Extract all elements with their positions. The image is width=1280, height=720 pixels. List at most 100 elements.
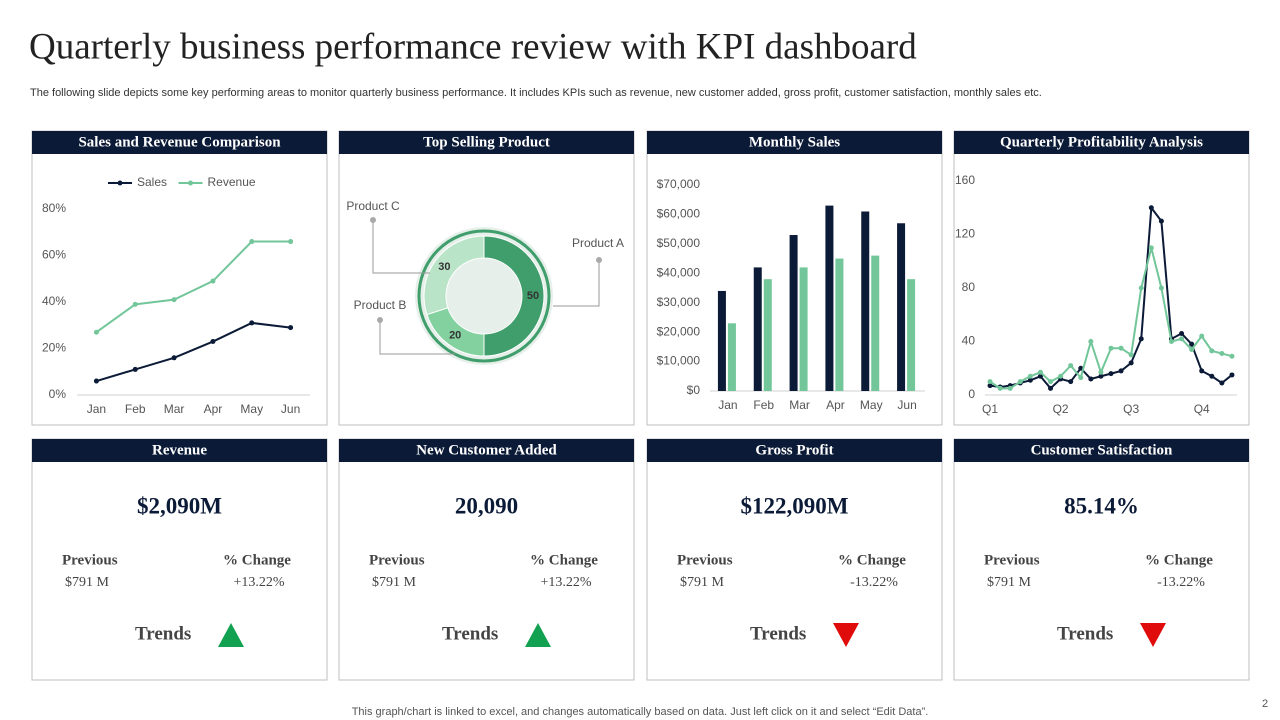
panel-title: New Customer Added [416,442,557,458]
point [1199,333,1205,339]
kpi-previous-label: Previous [62,552,118,568]
kpi-previous-label: Previous [677,552,733,568]
bar [727,323,736,391]
y-tick-label: 80% [42,201,66,215]
panel-header [647,131,942,154]
y-tick-label: $40,000 [657,265,701,279]
point [1108,345,1114,351]
point [1088,376,1094,382]
x-tick-label: May [240,402,263,416]
y-tick-label: $10,000 [657,354,701,368]
x-tick-label: Q2 [1053,402,1069,416]
x-tick-label: May [860,398,883,412]
legend-marker [117,180,123,186]
page-number: 2 [1262,698,1268,710]
kpi-change: -13.22% [1157,575,1205,590]
point [1098,373,1104,379]
bar [753,267,762,391]
point [1209,348,1215,354]
ring-rim [417,229,551,363]
point [210,339,216,345]
x-tick-label: Jan [87,402,106,416]
bar [897,223,906,391]
panel-header [339,131,634,154]
x-tick-label: Jan [718,398,737,412]
point [1189,347,1195,353]
point [1118,368,1124,374]
point [249,320,255,326]
point [1138,285,1144,291]
doughnut-segment [423,235,485,316]
y-tick-label: $50,000 [657,236,701,250]
point [1148,205,1154,211]
panel [646,438,943,681]
y-tick-label: 20% [42,341,66,355]
point [1168,339,1174,344]
point [987,383,993,389]
point [171,355,177,361]
kpi-change-label: % Change [223,552,291,568]
kpi-previous-label: Previous [984,552,1040,568]
kpi-trend-label: Trends [750,623,806,644]
y-tick-label: 40 [962,334,976,348]
leader-dot [370,217,376,223]
kpi-previous: $791 M [65,575,110,590]
value-label: 50 [527,290,539,302]
bar [871,255,880,391]
value-label: 30 [438,261,450,273]
category-label: Product C [346,199,400,213]
point [1068,379,1074,385]
point [1199,368,1205,374]
x-tick-label: Jun [897,398,916,412]
kpi-change: +13.22% [233,575,284,590]
y-tick-label: 80 [962,280,976,294]
x-tick-label: Mar [789,398,810,412]
kpi-trend-label: Trends [1057,623,1113,644]
point [1088,339,1094,344]
legend-label: Revenue [208,175,256,189]
kpi-previous-label: Previous [369,552,425,568]
trend-arrow [525,623,551,647]
panel-header [32,439,327,462]
category-label: Product A [572,236,624,250]
kpi-trend-label: Trends [135,623,191,644]
point [1189,341,1195,347]
panel-title: Quarterly Profitability Analysis [1000,134,1203,150]
y-tick-label: $30,000 [657,295,701,309]
bar [907,279,916,391]
category-label: Product B [354,298,407,312]
value-label: 20 [449,330,461,342]
bar [763,279,772,391]
kpi-trend-label: Trends [442,623,498,644]
point [288,239,294,245]
panel-title: Top Selling Product [423,134,550,150]
series-line [95,240,291,334]
point [171,297,177,303]
kpi-value: $122,090M [741,493,849,518]
trend-arrow [1140,623,1166,647]
leader-line [553,260,600,307]
point [249,239,255,245]
point [1128,360,1134,366]
slide-subtitle: The following slide depicts some key per… [30,87,1042,99]
kpi-previous: $791 M [680,575,725,590]
x-tick-label: Q3 [1123,402,1139,416]
panel-title: Revenue [152,442,207,458]
bar [789,235,798,391]
y-tick-label: $60,000 [657,207,701,221]
panel [953,130,1250,426]
panel-title: Sales and Revenue Comparison [78,134,281,150]
bar [717,290,726,391]
kpi-value: 20,090 [455,493,518,518]
kpi-change-label: % Change [1145,552,1213,568]
panel [953,438,1250,681]
panel-title: Customer Satisfaction [1031,442,1173,458]
point [1219,351,1225,357]
bar [825,205,834,391]
kpi-value: 85.14% [1064,493,1139,518]
y-tick-label: 40% [42,294,66,308]
panel-title: Monthly Sales [749,134,840,150]
kpi-value: $2,090M [137,493,222,518]
trend-arrow [833,623,859,647]
x-tick-label: Apr [826,398,845,412]
